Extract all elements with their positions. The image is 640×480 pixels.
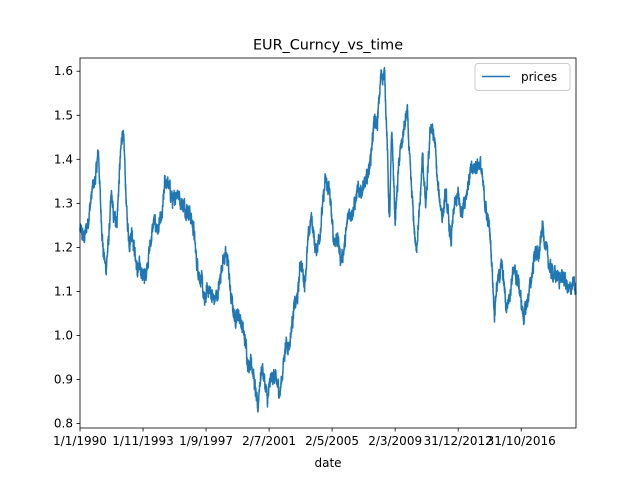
y-tick-label: 1.3 bbox=[54, 196, 73, 210]
x-axis: 1/1/1990 1/11/1993 1/9/1997 2/7/2001 2/5/200… bbox=[53, 428, 556, 448]
x-tick-label: 2/5/2005 bbox=[305, 434, 359, 448]
x-tick-label: 2/7/2001 bbox=[242, 434, 296, 448]
x-tick-label: 1/1/1990 bbox=[53, 434, 107, 448]
x-tick-label: 2/3/2009 bbox=[368, 434, 422, 448]
plot-frame bbox=[79, 57, 577, 429]
legend: prices bbox=[474, 63, 571, 91]
legend-label-prices: prices bbox=[521, 70, 557, 84]
y-tick-label: 1.4 bbox=[54, 152, 73, 166]
y-tick-label: 1.5 bbox=[54, 108, 73, 122]
x-tick-label: 31/12/2012 bbox=[424, 434, 493, 448]
x-tick-label: 1/11/1993 bbox=[112, 434, 174, 448]
y-tick-label: 1.0 bbox=[54, 329, 73, 343]
chart-title: EUR_Curncy_vs_time bbox=[253, 38, 403, 54]
y-tick-label: 1.2 bbox=[54, 240, 73, 254]
x-tick-label: 1/9/1997 bbox=[179, 434, 233, 448]
prices-series-line bbox=[79, 66, 577, 413]
y-tick-label: 0.9 bbox=[54, 373, 73, 387]
y-axis: 0.8 0.9 1.0 1.1 1.2 1.3 1.4 1.5 1.6 bbox=[54, 64, 80, 431]
y-tick-label: 0.8 bbox=[54, 417, 73, 431]
legend-box bbox=[474, 63, 571, 91]
plot-area bbox=[80, 58, 576, 428]
y-tick-label: 1.6 bbox=[54, 64, 73, 78]
x-tick-label: 31/10/2016 bbox=[487, 434, 556, 448]
y-tick-label: 1.1 bbox=[54, 284, 73, 298]
x-axis-label: date bbox=[314, 456, 341, 470]
